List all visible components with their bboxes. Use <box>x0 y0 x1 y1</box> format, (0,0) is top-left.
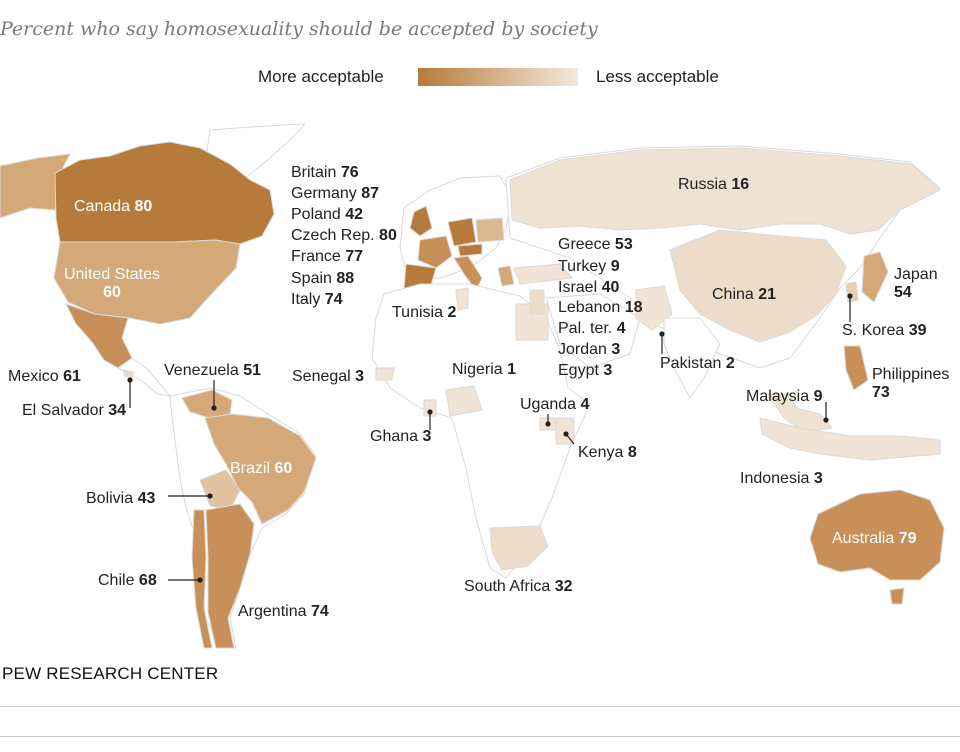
label-chile: Chile 68 <box>98 572 157 589</box>
el-salvador-dot <box>127 377 133 383</box>
label-lebanon: Lebanon 18 <box>558 299 643 316</box>
italy-shape <box>453 255 483 291</box>
korea-dot <box>847 293 853 299</box>
label-s-korea: S. Korea 39 <box>842 322 927 339</box>
ghana-dot <box>427 409 433 415</box>
label-senegal: Senegal 3 <box>292 368 365 385</box>
label-bolivia: Bolivia 43 <box>86 490 156 507</box>
pakistan-dot <box>659 331 665 337</box>
label-russia: Russia 16 <box>678 176 750 193</box>
label-ghana: Ghana 3 <box>370 428 432 445</box>
label-spain: Spain 88 <box>291 270 355 287</box>
source-credit: PEW RESEARCH CENTER <box>2 664 219 683</box>
label-tunisia: Tunisia 2 <box>392 304 457 321</box>
label-el-salvador: El Salvador 34 <box>22 402 127 419</box>
india-base <box>663 317 721 399</box>
label-pakistan: Pakistan 2 <box>660 355 735 372</box>
australia-shape <box>809 489 945 581</box>
label-australia: Australia 79 <box>832 530 917 547</box>
label-canada: Canada 80 <box>74 198 153 215</box>
label-malaysia: Malaysia 9 <box>746 388 823 405</box>
label-jordan: Jordan 3 <box>558 341 621 358</box>
legend-less-label: Less acceptable <box>596 67 719 86</box>
label-mexico: Mexico 61 <box>8 368 81 385</box>
chile-dot <box>197 577 203 583</box>
uganda-dot <box>545 421 551 427</box>
label-czech: Czech Rep. 80 <box>291 227 397 244</box>
germany-shape <box>447 217 477 247</box>
label-nigeria: Nigeria 1 <box>452 361 517 378</box>
map-subtitle: Percent who say homosexuality should be … <box>0 18 598 40</box>
label-south-africa: South Africa 32 <box>464 578 573 595</box>
label-israel: Israel 40 <box>558 279 620 296</box>
el-salvador-shape <box>123 369 135 379</box>
brazil-shape <box>204 413 317 525</box>
venezuela-dot <box>211 405 217 411</box>
turkey-shape <box>513 263 573 285</box>
japan-shape <box>861 251 889 303</box>
ghana-shape <box>423 399 437 417</box>
world-map <box>0 123 945 649</box>
bolivia-shape <box>199 469 241 511</box>
arabia-base <box>545 293 641 369</box>
usa-shape <box>53 239 241 325</box>
label-philippines: Philippines 73 <box>872 366 950 401</box>
label-pal-ter: Pal. ter. 4 <box>558 320 626 337</box>
footer-rule-bottom <box>0 736 960 737</box>
label-britain: Britain 76 <box>291 164 359 181</box>
central-america-shape <box>117 357 171 397</box>
france-shape <box>417 235 453 269</box>
pakistan-shape <box>635 285 673 331</box>
kenya-dot <box>563 431 569 437</box>
label-germany: Germany 87 <box>291 185 380 202</box>
label-kenya: Kenya 8 <box>578 444 637 461</box>
argentina-shape <box>205 503 255 649</box>
legend-gradient-bar <box>418 68 578 86</box>
china-shape <box>669 229 847 343</box>
tunisia-shape <box>455 287 469 311</box>
label-france: France 77 <box>291 248 364 265</box>
indonesia-shape <box>759 417 941 461</box>
malaysia-dot <box>823 417 829 423</box>
tasmania-shape <box>889 587 905 605</box>
senegal-shape <box>375 367 395 381</box>
label-italy: Italy 74 <box>291 291 343 308</box>
label-united-states: United States 60 <box>63 266 161 301</box>
label-uganda: Uganda 4 <box>520 396 590 413</box>
label-poland: Poland 42 <box>291 206 364 223</box>
legend-more-label: More acceptable <box>258 67 384 86</box>
russia-shape <box>509 147 941 235</box>
label-egypt: Egypt 3 <box>558 362 613 379</box>
greece-shape <box>497 265 515 287</box>
poland-shape <box>475 217 505 243</box>
label-japan: Japan 54 <box>894 266 938 301</box>
philippines-shape <box>843 345 869 391</box>
bolivia-dot <box>207 493 213 499</box>
south-africa-shape <box>489 525 549 571</box>
label-greece: Greece 53 <box>558 236 633 253</box>
label-brazil: Brazil 60 <box>230 460 293 477</box>
label-venezuela: Venezuela 51 <box>164 362 261 379</box>
czech-shape <box>457 243 483 257</box>
nigeria-shape <box>445 385 483 417</box>
label-china: China 21 <box>712 286 777 303</box>
britain-shape <box>409 205 433 237</box>
south-korea-shape <box>845 281 859 303</box>
footer-rule-top <box>0 706 960 707</box>
label-turkey: Turkey 9 <box>558 258 620 275</box>
label-argentina: Argentina 74 <box>238 603 329 620</box>
levant-shape <box>529 289 545 315</box>
label-indonesia: Indonesia 3 <box>740 470 823 487</box>
